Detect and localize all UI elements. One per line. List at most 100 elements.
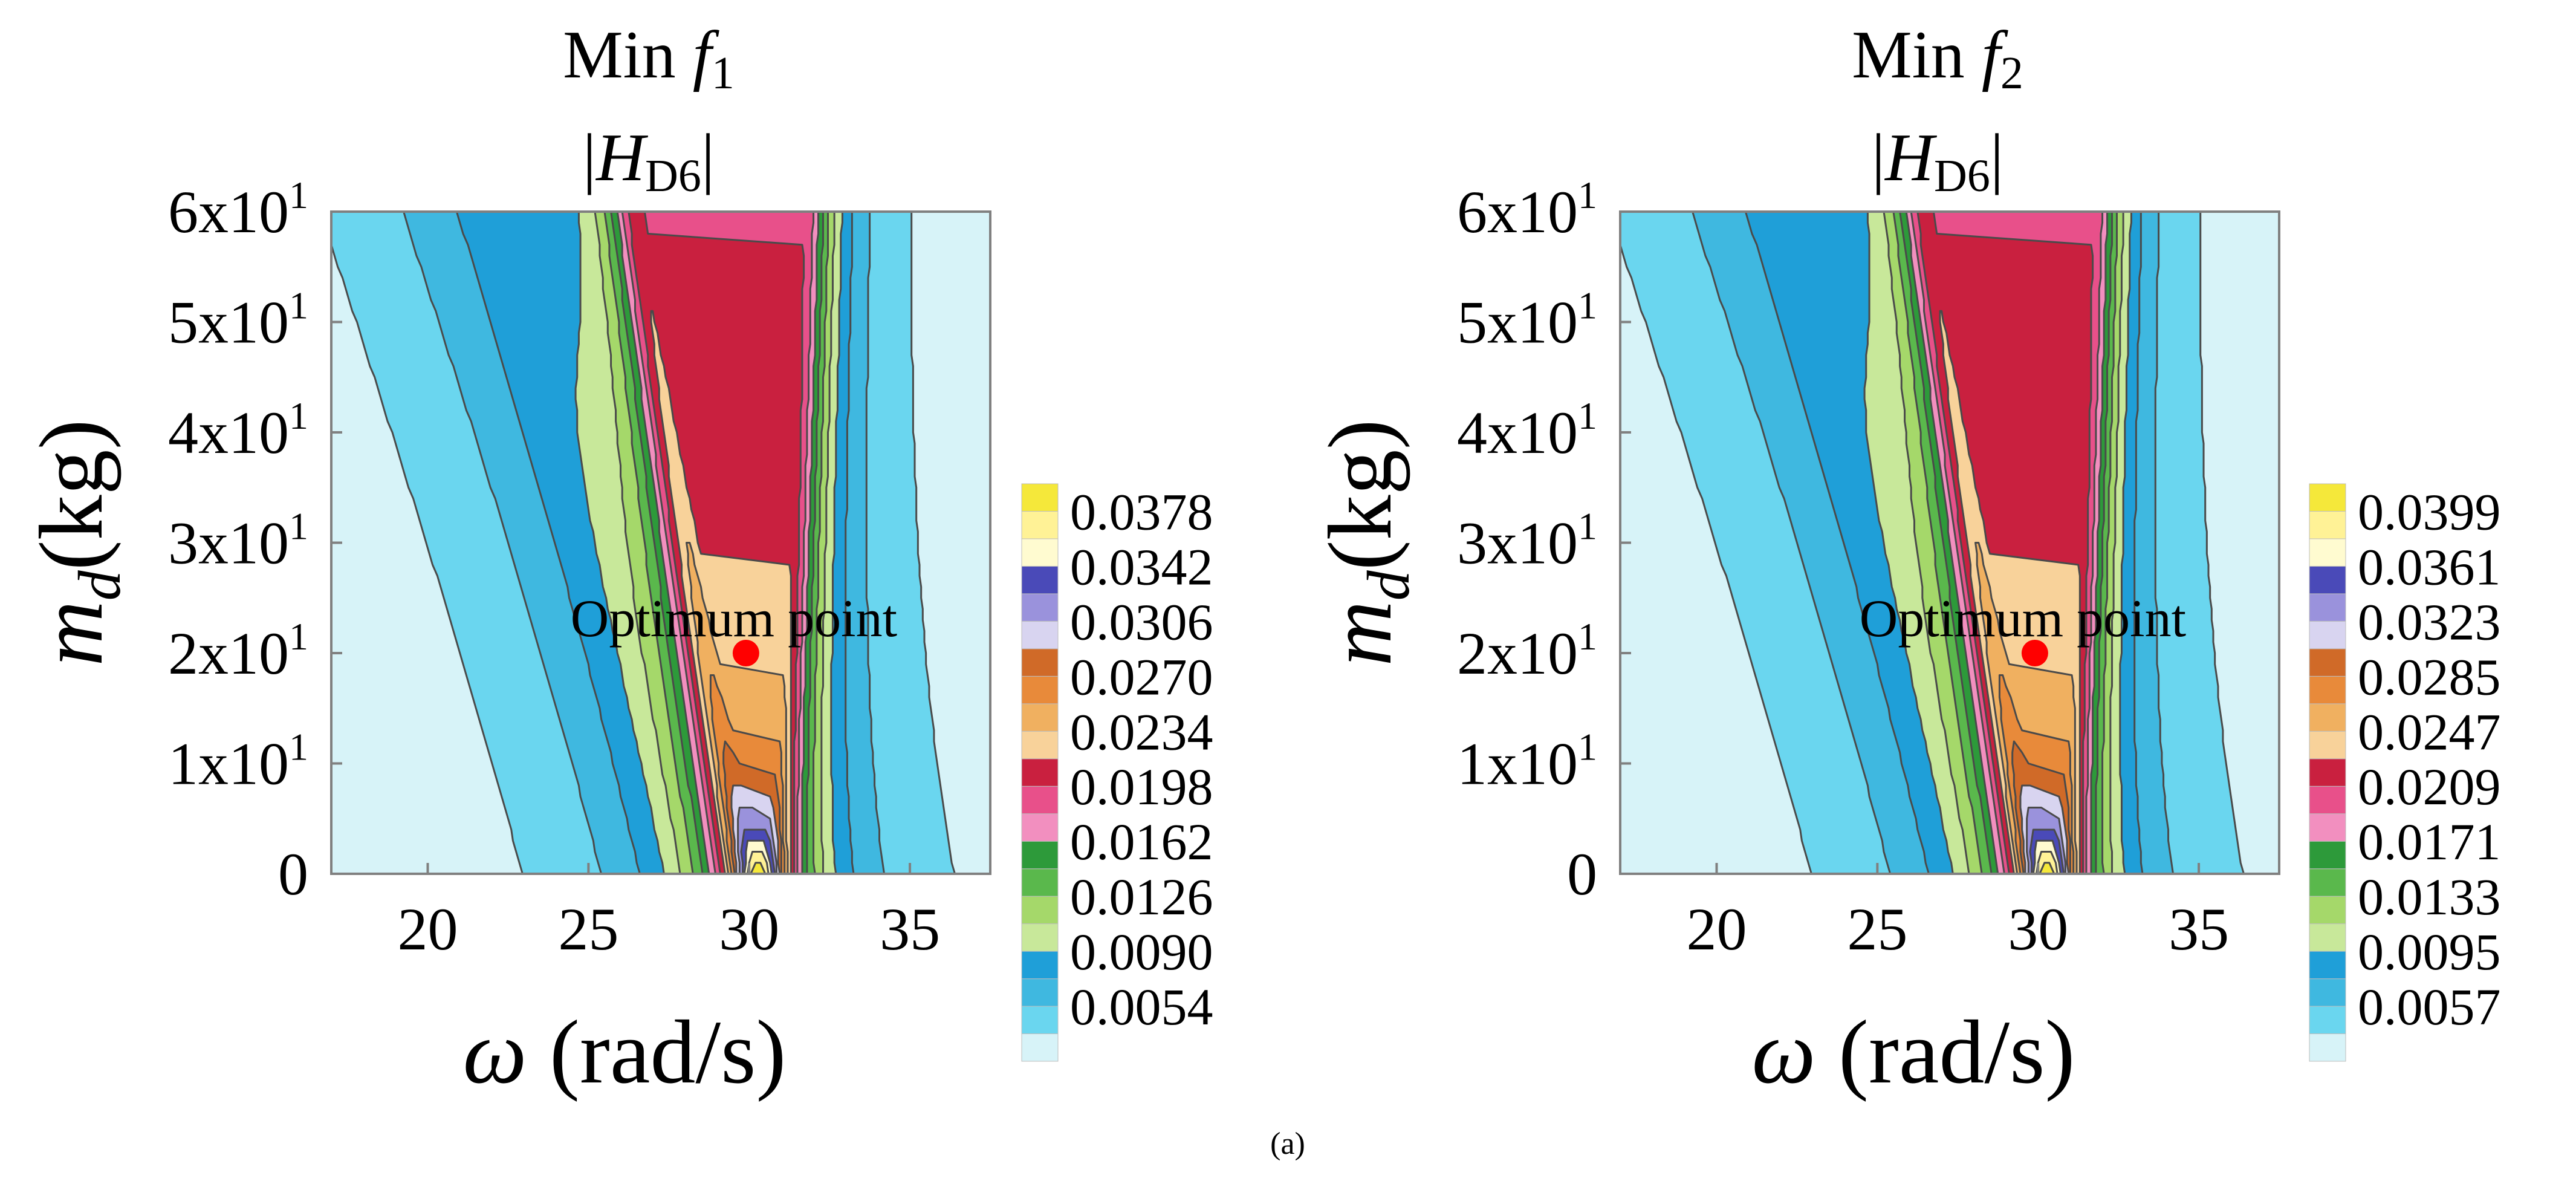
x-axis-label-symbol: ω xyxy=(1752,1002,1816,1102)
colorbar-swatch xyxy=(2309,675,2346,704)
title-min-text: Min xyxy=(563,18,693,93)
y-axis-label-symbol: m xyxy=(1310,600,1410,666)
contour-chart-2: Min f2|HD6|20 25 30 3501x1012x1013x1014x101… xyxy=(1310,18,2501,1102)
colorbar-swatch xyxy=(1021,978,1059,1007)
title-f-subscript: 1 xyxy=(712,48,735,99)
y-tick-text: 5x10 xyxy=(1457,289,1578,356)
colorbar-label: 0.0234 xyxy=(1070,703,1213,761)
colorbar-label: 0.0306 xyxy=(1070,593,1213,651)
colorbar-swatch xyxy=(2309,841,2346,870)
y-tick-label: 1x101 xyxy=(168,726,308,798)
y-axis-label-symbol: m xyxy=(21,600,122,666)
colorbar-swatch xyxy=(1021,730,1059,760)
y-tick-superscript: 1 xyxy=(1578,615,1597,658)
colorbar-swatch xyxy=(2309,1033,2346,1062)
colorbar-swatch xyxy=(2309,510,2346,539)
colorbar-swatch xyxy=(2309,813,2346,842)
colorbar-swatch xyxy=(2309,896,2346,925)
chart-title-line1: Min f2 xyxy=(1852,18,2023,99)
chart-title-line2: |HD6| xyxy=(583,120,715,201)
y-axis-label-subscript: d xyxy=(1355,570,1422,600)
y-axis-label-unit: (kg) xyxy=(21,419,122,570)
optimum-point-label: Optimum point xyxy=(571,590,897,648)
x-tick-label: 25 xyxy=(1847,896,1907,963)
y-tick-label: 5x101 xyxy=(1457,284,1597,356)
y-tick-label: 2x101 xyxy=(168,615,308,687)
optimum-point-label: Optimum point xyxy=(1860,590,2186,648)
y-axis-label: md(kg) xyxy=(1310,419,1422,666)
x-axis-label-unit: (rad/s) xyxy=(527,1002,786,1102)
colorbar-label: 0.0126 xyxy=(1070,868,1213,926)
y-tick-text: 5x10 xyxy=(168,289,289,356)
colorbar-swatch xyxy=(2309,923,2346,952)
colorbar-swatch xyxy=(1021,483,1059,512)
title-h-subscript: D6 xyxy=(1934,151,1990,201)
colorbar-swatch xyxy=(1021,868,1059,897)
colorbar-label: 0.0323 xyxy=(2358,593,2501,651)
title-abs-close: | xyxy=(701,120,715,195)
colorbar-label: 0.0162 xyxy=(1070,813,1213,871)
colorbar-swatch xyxy=(1021,565,1059,594)
y-tick-label: 1x101 xyxy=(1457,726,1597,798)
colorbar-label: 0.0399 xyxy=(2358,483,2501,541)
colorbar-swatch xyxy=(1021,813,1059,842)
optimum-point-marker xyxy=(732,640,759,666)
y-axis-label-subscript: d xyxy=(66,570,133,600)
colorbar-swatch xyxy=(1021,1006,1059,1035)
contour-band-20 xyxy=(750,862,767,874)
y-tick-text: 0 xyxy=(278,841,308,908)
colorbar-swatch xyxy=(1021,923,1059,952)
y-tick-text: 1x10 xyxy=(168,730,289,798)
figure-caption: (a) xyxy=(1270,1127,1305,1161)
colorbar-label: 0.0285 xyxy=(2358,648,2501,706)
x-axis-label-unit: (rad/s) xyxy=(1815,1002,2075,1102)
colorbar-swatch xyxy=(2309,786,2346,815)
y-tick-text: 6x10 xyxy=(1457,178,1578,246)
y-tick-text: 2x10 xyxy=(1457,620,1578,687)
y-tick-superscript: 1 xyxy=(289,394,308,437)
colorbar-swatch xyxy=(2309,538,2346,567)
y-tick-superscript: 1 xyxy=(289,615,308,658)
colorbar-swatch xyxy=(2309,565,2346,594)
y-tick-superscript: 1 xyxy=(1578,284,1597,327)
y-tick-text: 2x10 xyxy=(168,620,289,687)
colorbar-swatch xyxy=(2309,648,2346,677)
contour-chart-1: Min f1|HD6|20 25 30 3501x1012x1013x1014x101… xyxy=(21,18,1213,1102)
colorbar-swatch xyxy=(1021,620,1059,649)
y-tick-label: 3x101 xyxy=(168,505,308,577)
y-tick-label: 4x101 xyxy=(168,394,308,466)
x-axis-label: ω (rad/s) xyxy=(1752,1002,2075,1102)
contour-band-20 xyxy=(2039,862,2055,874)
colorbar-label: 0.0270 xyxy=(1070,648,1213,706)
colorbar-swatch xyxy=(1021,1033,1059,1062)
title-h-symbol: H xyxy=(595,120,648,195)
title-abs-open: | xyxy=(1872,120,1885,195)
y-tick-text: 0 xyxy=(1567,841,1597,908)
y-tick-text: 3x10 xyxy=(1457,510,1578,577)
colorbar-swatch xyxy=(2309,620,2346,649)
y-tick-text: 3x10 xyxy=(168,510,289,577)
x-tick-label: 30 xyxy=(2008,896,2068,963)
colorbar-swatch xyxy=(1021,758,1059,787)
y-tick-text: 1x10 xyxy=(1457,730,1578,798)
colorbar-swatch xyxy=(2309,951,2346,980)
colorbar-label: 0.0378 xyxy=(1070,483,1213,541)
colorbar-swatch xyxy=(2309,1006,2346,1035)
x-tick-label: 20 xyxy=(1687,896,1747,963)
x-tick-label: 25 xyxy=(558,896,618,963)
y-tick-label: 6x101 xyxy=(1457,174,1597,246)
y-tick-superscript: 1 xyxy=(1578,505,1597,548)
y-tick-text: 4x10 xyxy=(1457,399,1578,466)
colorbar-swatch xyxy=(1021,538,1059,567)
colorbar-label: 0.0090 xyxy=(1070,923,1213,981)
y-tick-superscript: 1 xyxy=(289,505,308,548)
title-min-text: Min xyxy=(1852,18,1982,93)
y-tick-label: 5x101 xyxy=(168,284,308,356)
colorbar-swatch xyxy=(2309,703,2346,732)
colorbar-label: 0.0171 xyxy=(2358,813,2501,871)
colorbar-swatch xyxy=(2309,978,2346,1007)
y-axis-label: md(kg) xyxy=(21,419,133,666)
colorbar-swatch xyxy=(2309,483,2346,512)
colorbar-swatch xyxy=(1021,841,1059,870)
